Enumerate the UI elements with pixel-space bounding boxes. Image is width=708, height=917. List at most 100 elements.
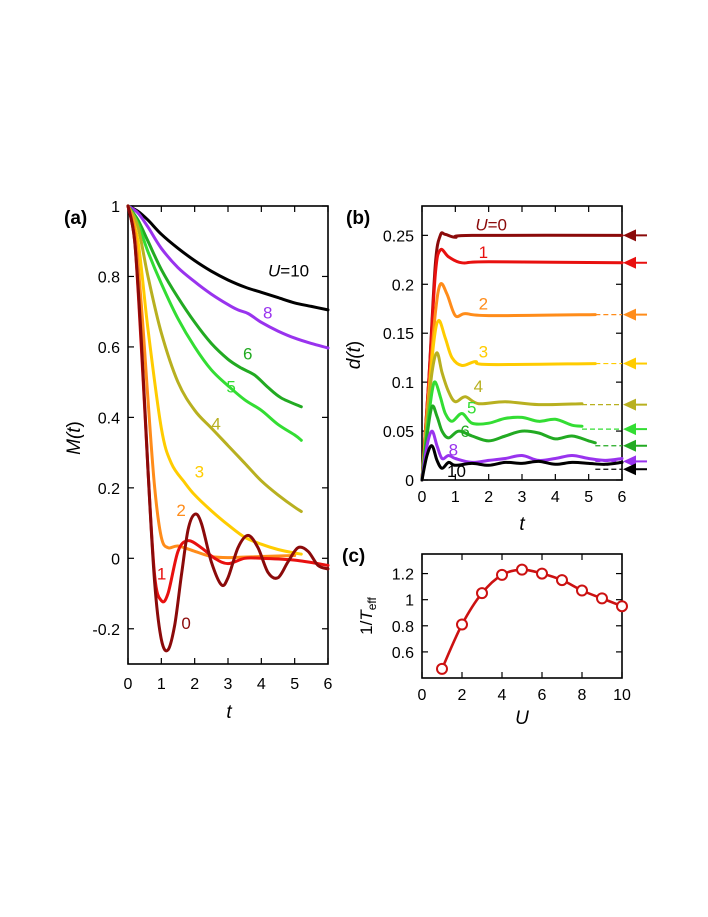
panel-c-point (476, 587, 488, 600)
panel-b-series-U4 (420, 351, 584, 482)
panel-a-x-tick-label: 5 (290, 676, 299, 693)
panel-b-curve-label-U1: 1 (479, 243, 488, 262)
panel-a-y-tick-label: 0.8 (98, 269, 120, 286)
panel-b-series-U6 (420, 404, 597, 482)
panel-b-frame (421, 205, 623, 481)
panel-c-series-line (440, 568, 623, 670)
panel-a-x-tick-label: 4 (257, 676, 266, 693)
b-ylabel-var: t (344, 346, 365, 352)
panel-b-chart: (b) 0 1 2 3 4 5 6 0 0.05 0.1 0.15 0.2 0.25 U=0 1 2 3 4 5 6… (344, 205, 647, 535)
c-ylabel-sub: eff (365, 596, 379, 610)
panel-c-x-axis-label: U (515, 708, 529, 729)
panel-b-arrow-head-U8 (623, 455, 636, 468)
panel-c-y-tick-label: 1 (405, 593, 414, 610)
a-ylabel-post: ) (64, 421, 85, 427)
panel-c-chart: (c) 0 2 4 6 8 10 0.6 0.8 1 1.2 U 1/Teff (342, 546, 631, 729)
b-ylabel-pre: d( (344, 351, 365, 370)
panel-b-x-tick-label: 5 (584, 489, 593, 506)
panel-c-label: (c) (342, 546, 365, 567)
panel-c-point (536, 567, 548, 580)
panel-b-y-tick-label: 0 (405, 473, 414, 490)
panel-b-label: (b) (346, 208, 370, 229)
panel-a-y-tick-label: 0.4 (98, 410, 120, 427)
panel-b-arrow-head-U6 (623, 439, 636, 452)
panel-c-point (556, 574, 568, 587)
panel-a-curve-label-U2: 2 (176, 501, 185, 520)
panel-b-curve-label-U4: 4 (474, 377, 483, 396)
panel-a-y-tick-label: 0.6 (98, 340, 120, 357)
panel-b-y-tick-label: 0.1 (392, 375, 414, 392)
panel-b-arrow-head-U3 (623, 357, 636, 370)
panel-a-x-tick-label: 2 (190, 676, 199, 693)
panel-a-curve-label-U5: 5 (226, 378, 235, 397)
panel-a-x-axis-label: t (226, 702, 232, 723)
panel-a-y-tick-label: 0 (111, 551, 120, 568)
panel-c-point (456, 618, 468, 631)
panel-a-curve-label-U1: 1 (157, 564, 166, 583)
c-ylabel-var: T (357, 609, 376, 621)
panel-b-series-U10 (420, 444, 624, 482)
panel-a-series-U3 (126, 204, 303, 556)
panel-b-x-tick-label: 2 (484, 489, 493, 506)
panel-a-curve-label-U0: 0 (181, 614, 190, 633)
panel-c-frame (421, 553, 623, 679)
panel-b-series-U5 (420, 380, 584, 482)
panel-b-x-tick-label: 0 (418, 489, 427, 506)
panel-a-x-tick-label: 3 (224, 676, 233, 693)
panel-a-curve-label-U4: 4 (211, 415, 220, 434)
panel-c-x-tick-label: 2 (458, 687, 467, 704)
panel-b-arrow-head-U5 (623, 423, 636, 436)
panel-c-x-tick-label: 8 (578, 687, 587, 704)
panel-b-x-tick-label: 1 (451, 489, 460, 506)
panel-c-point (496, 568, 508, 581)
panel-a-series-U2 (126, 204, 297, 560)
panel-a-y-tick-label: -0.2 (92, 622, 120, 639)
panel-a-chart: (a) 0 1 2 3 4 5 6-0.200.20.40.60.81 U=10865432… (64, 199, 333, 723)
panel-a-curve-label-U3: 3 (195, 462, 204, 481)
panel-a-series-U10 (126, 204, 330, 312)
a-ylabel-pre: M( (64, 431, 85, 455)
panel-a-series-U0 (126, 204, 330, 653)
a-ylabel-var: t (64, 427, 85, 433)
panel-a-y-tick-label: 0.2 (98, 481, 120, 498)
panel-b-curve-label-U10: 10 (447, 462, 466, 481)
panel-a-series-U5 (126, 204, 303, 442)
panel-a-series-U8 (126, 204, 330, 350)
panel-c-y-tick-label: 0.6 (392, 645, 414, 662)
panel-b-curve-label-U8: 8 (449, 441, 458, 460)
panel-b-arrow-head-U2 (623, 308, 636, 321)
panel-b-x-tick-label: 4 (551, 489, 560, 506)
panel-b-arrow-head-U1 (623, 256, 636, 269)
panel-a-x-tick-label: 0 (124, 676, 133, 693)
panel-c-point (436, 662, 448, 675)
panel-c-point (576, 584, 588, 597)
panel-c-y-tick-label: 1.2 (392, 567, 414, 584)
panel-b-curve-label-U0: U=0 (475, 215, 507, 234)
panel-b-y-axis-label: d(t) (344, 341, 365, 370)
panel-c-y-tick-label: 0.8 (392, 619, 414, 636)
panel-c-y-axis-label: 1/Teff (357, 596, 379, 634)
panel-b-curve-label-U5: 5 (467, 398, 476, 417)
panel-b-y-tick-label: 0.15 (383, 326, 414, 343)
panel-a-x-tick-label: 1 (157, 676, 166, 693)
panel-b-x-tick-label: 6 (618, 489, 627, 506)
panel-b-series-U8 (420, 429, 624, 482)
panel-a-label: (a) (64, 208, 87, 229)
panel-a-y-tick-label: 1 (111, 199, 120, 216)
panel-b-x-axis-label: t (519, 514, 525, 535)
panel-b-curve-label-U3: 3 (479, 343, 488, 362)
panel-c-x-tick-label: 0 (418, 687, 427, 704)
panel-c-x-tick-label: 4 (498, 687, 507, 704)
panel-a-series-U6 (126, 204, 303, 409)
panel-c-point (616, 600, 628, 613)
panel-b-y-tick-label: 0.05 (383, 424, 414, 441)
panel-b-x-tick-label: 3 (518, 489, 527, 506)
panel-b-y-tick-label: 0.2 (392, 277, 414, 294)
panel-c-point (516, 563, 528, 576)
panel-b-y-tick-label: 0.25 (383, 228, 414, 245)
panel-a-y-axis-label: M(t) (64, 421, 85, 455)
panel-b-arrow-head-U4 (623, 398, 636, 411)
panel-b-arrow-head-U0 (623, 229, 636, 242)
panel-a-curve-label-U6: 6 (243, 344, 252, 363)
